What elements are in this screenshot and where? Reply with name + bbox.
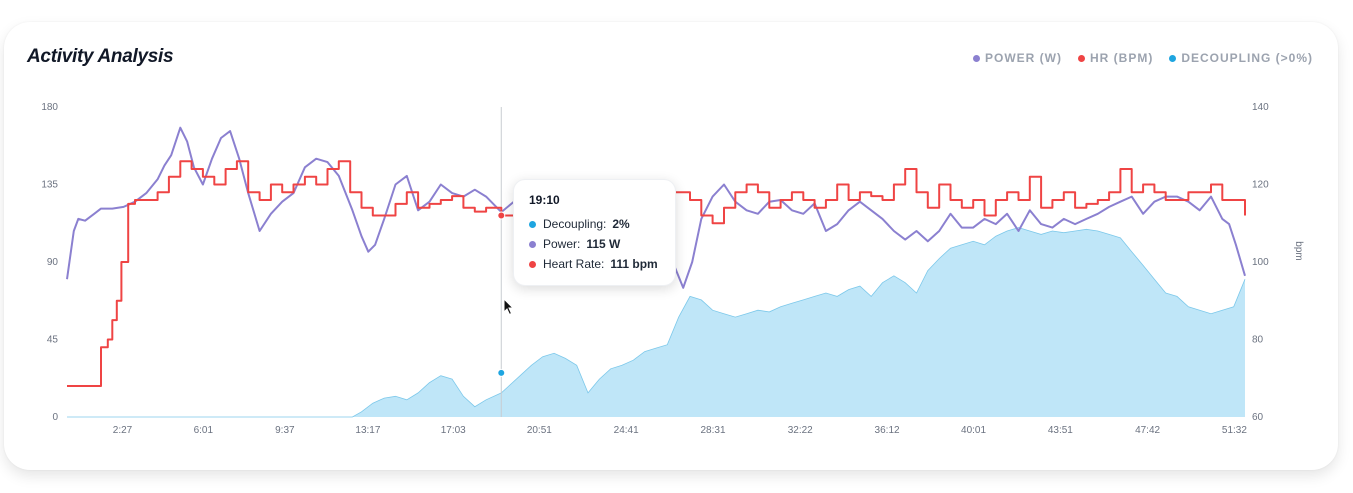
- legend-dot-hr: [1077, 54, 1085, 62]
- tooltip-label-power: Power:: [543, 237, 581, 251]
- tooltip-row-decoupling: Decoupling: 2%: [529, 217, 630, 231]
- x-tick-2: 9:37: [275, 425, 295, 436]
- y-right-tick-1: 80: [1252, 335, 1264, 346]
- tooltip-value-heart-rate: 111 bpm: [610, 257, 658, 271]
- x-tick-11: 43:51: [1048, 425, 1073, 436]
- y-left-tick-2: 90: [47, 257, 59, 268]
- mouse-pointer-icon: [503, 298, 515, 316]
- tooltip-label-decoupling: Decoupling:: [543, 217, 607, 231]
- tooltip-row-heart-rate: Heart Rate: 111 bpm: [529, 257, 658, 271]
- chart-legend: POWER (W) HR (BPM) DECOUPLING (>0%): [972, 51, 1313, 65]
- tooltip-value-power: 115 W: [586, 237, 621, 251]
- y-right-axis-label: bpm: [1293, 241, 1304, 260]
- y-left-tick-4: 180: [41, 102, 58, 113]
- x-tick-9: 36:12: [875, 425, 900, 436]
- legend-dot-power: [972, 54, 980, 62]
- tooltip-dot-heart-rate: [529, 260, 536, 268]
- series-line-decoupling: [67, 227, 1246, 418]
- chart-title: Activity Analysis: [27, 46, 174, 67]
- tooltip-row-power: Power: 115 W: [529, 237, 620, 251]
- hover-marker-hr: [497, 211, 506, 220]
- y-right-tick-2: 100: [1252, 257, 1269, 268]
- legend-label-power: POWER (W): [984, 51, 1062, 65]
- y-right-tick-3: 120: [1252, 180, 1269, 191]
- hover-marker-decoupling: [497, 368, 506, 377]
- x-tick-10: 40:01: [961, 425, 986, 436]
- tooltip-value-decoupling: 2%: [612, 217, 630, 231]
- x-tick-8: 32:22: [788, 425, 813, 436]
- tooltip-time: 19:10: [529, 193, 560, 207]
- y-right-tick-4: 140: [1252, 102, 1269, 113]
- legend-dot-decoupling: [1169, 54, 1177, 62]
- series-line-hr: [67, 160, 1246, 387]
- x-tick-4: 17:03: [441, 425, 466, 436]
- tooltip-dot-decoupling: [529, 220, 536, 228]
- x-tick-7: 28:31: [700, 425, 725, 436]
- legend-item-decoupling[interactable]: DECOUPLING (>0%): [1169, 51, 1313, 65]
- y-left-tick-3: 135: [41, 180, 58, 191]
- x-tick-0: 2:27: [113, 425, 133, 436]
- tooltip-dot-power: [529, 240, 536, 248]
- series-area-decoupling: [67, 227, 1245, 417]
- x-tick-12: 47:42: [1135, 425, 1160, 436]
- legend-item-power[interactable]: POWER (W): [972, 51, 1062, 65]
- hover-tooltip: 19:10 Decoupling: 2% Power: 115 W Heart …: [513, 179, 676, 286]
- x-tick-6: 24:41: [614, 425, 639, 436]
- x-tick-5: 20:51: [527, 425, 552, 436]
- legend-label-hr: HR (BPM): [1089, 51, 1154, 65]
- y-left-tick-1: 45: [47, 335, 59, 346]
- y-left-tick-0: 0: [52, 412, 58, 423]
- x-tick-3: 13:17: [355, 425, 380, 436]
- x-tick-13: 51:32: [1222, 425, 1247, 436]
- legend-label-decoupling: DECOUPLING (>0%): [1181, 51, 1313, 65]
- legend-item-hr[interactable]: HR (BPM): [1077, 51, 1154, 65]
- x-tick-1: 6:01: [194, 425, 214, 436]
- tooltip-label-heart-rate: Heart Rate:: [543, 257, 605, 271]
- y-right-tick-0: 60: [1252, 412, 1264, 423]
